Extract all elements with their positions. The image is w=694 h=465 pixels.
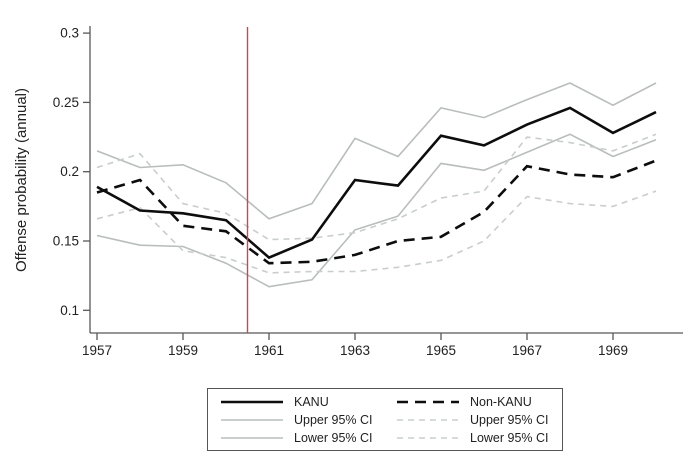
x-tick-label: 1963: [340, 343, 370, 358]
legend-label: Upper 95% CI: [470, 412, 549, 427]
legend-item-kanu-lower-ci: Lower 95% CI: [221, 430, 397, 446]
legend-item-kanu-upper-ci: Upper 95% CI: [221, 412, 397, 428]
series-line-non_kanu: [96, 159, 657, 265]
legend-column-dashed: Non-KANU Upper 95% CI Lower 95% CI: [397, 394, 562, 446]
non-kanu-line-swatch-icon: [397, 400, 459, 403]
y-tick-label: 0.25: [53, 95, 79, 110]
legend-label: Upper 95% CI: [294, 412, 373, 427]
legend-box: KANU Upper 95% CI Lower 95% CI Non-KANU …: [207, 388, 563, 451]
series-line-kanu: [96, 106, 657, 260]
legend-item-non-kanu-lower-ci: Lower 95% CI: [397, 430, 562, 446]
legend-item-non-kanu-upper-ci: Upper 95% CI: [397, 412, 562, 428]
y-tick-label: 0.1: [60, 303, 79, 318]
series-line-kanu_upper_95_ci: [96, 82, 657, 220]
legend-label: Non-KANU: [470, 394, 532, 409]
legend-item-non-kanu: Non-KANU: [397, 394, 562, 410]
legend-label: KANU: [294, 394, 329, 409]
x-tick-label: 1969: [598, 343, 628, 358]
x-tick-label: 1961: [254, 343, 284, 358]
y-axis-title: Offense probability (annual): [13, 88, 30, 272]
series-line-non_kanu_upper_95_ci: [96, 133, 657, 241]
x-tick-label: 1965: [426, 343, 456, 358]
x-tick-label: 1957: [82, 343, 112, 358]
lower-ci-line-swatch-icon: [221, 436, 283, 439]
series-line-kanu_lower_95_ci: [96, 133, 657, 288]
x-tick-label: 1959: [168, 343, 198, 358]
upper-ci-line-swatch-icon: [221, 418, 283, 421]
series-line-non_kanu_lower_95_ci: [96, 190, 657, 274]
upper-ci-dashed-swatch-icon: [397, 418, 459, 421]
x-tick-label: 1967: [512, 343, 542, 358]
legend-column-solid: KANU Upper 95% CI Lower 95% CI: [221, 394, 397, 446]
kanu-line-swatch-icon: [221, 400, 283, 403]
y-tick-label: 0.2: [60, 164, 79, 179]
lower-ci-dashed-swatch-icon: [397, 436, 459, 439]
legend-label: Lower 95% CI: [294, 430, 373, 445]
legend-item-kanu: KANU: [221, 394, 397, 410]
y-tick-label: 0.15: [53, 234, 79, 249]
legend-label: Lower 95% CI: [470, 430, 549, 445]
y-tick-label: 0.3: [60, 26, 79, 41]
